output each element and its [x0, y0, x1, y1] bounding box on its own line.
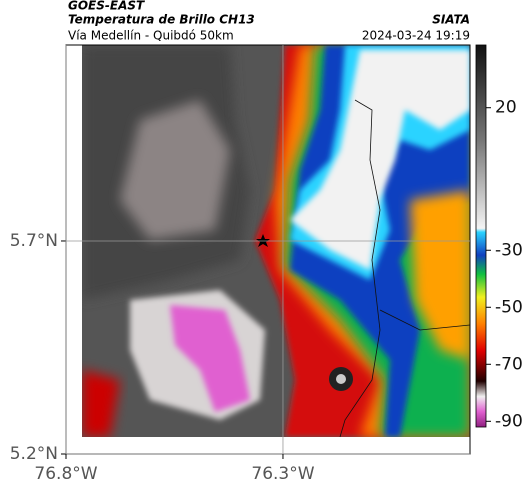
colorbar-tick-label: -70: [495, 354, 523, 374]
colorbar-tick-label: -50: [495, 297, 523, 317]
lat-tick-label: 5.7°N: [10, 231, 58, 251]
agency: SIATA: [432, 13, 470, 27]
colorbar: [475, 44, 487, 428]
location-marker: [256, 234, 270, 247]
lon-tick-label: 76.8°W: [34, 464, 97, 484]
source: GOES-EAST: [68, 0, 145, 13]
timestamp: 2024-03-24 19:19: [362, 29, 470, 43]
colorbar-tick-label: -90: [495, 411, 523, 431]
lat-tick-label: 5.2°N: [10, 444, 58, 464]
colorbar-tick-label: 20: [495, 98, 517, 118]
product: Temperatura de Brillo CH13: [68, 13, 255, 27]
region: Vía Medellín - Quibdó 50km: [68, 29, 234, 43]
colorbar-tick-label: -30: [495, 240, 523, 260]
lon-tick-label: 76.3°W: [251, 464, 314, 484]
